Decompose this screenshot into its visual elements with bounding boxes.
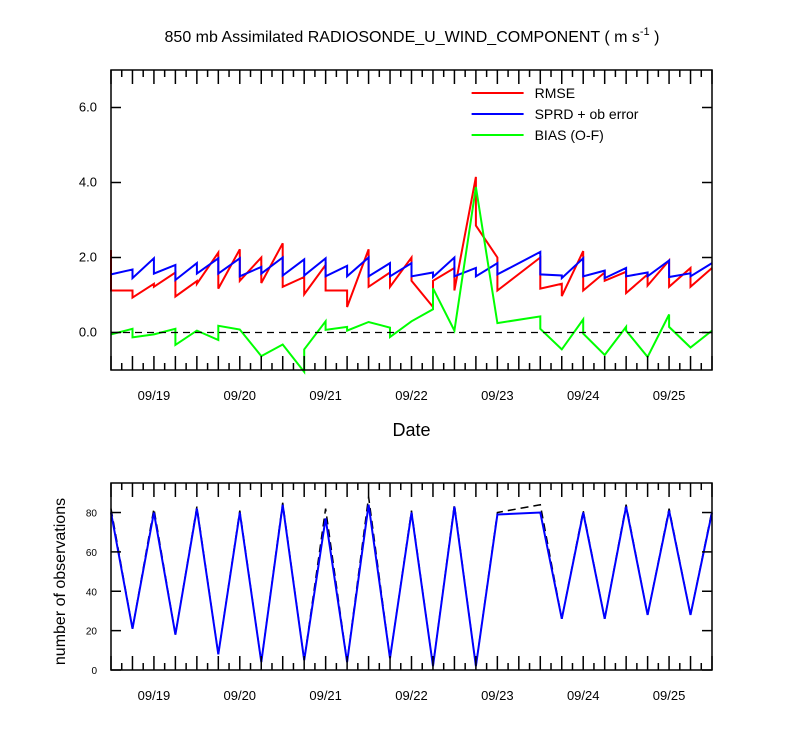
y-ticks-1: 0 20 40 60 80 [86, 509, 712, 677]
chart-title-main: 850 mb Assimilated RADIOSONDE_U_WIND_COM… [165, 29, 640, 46]
x-tick-label-0-6: 09/25 [653, 388, 686, 403]
y-tick-label-1-1: 20 [86, 627, 98, 638]
y-tick-label-1-2: 40 [86, 587, 98, 598]
series-line-0-1 [110, 250, 713, 283]
legend: RMSE SPRD + ob error BIAS (O-F) [471, 85, 639, 143]
series-line-0-0 [110, 176, 713, 310]
y-axis-label-1: number of observations [52, 498, 69, 665]
x-tick-label-0-1: 09/20 [224, 388, 257, 403]
x-tick-label-0-5: 09/24 [567, 388, 600, 403]
x-tick-label-1-4: 09/23 [481, 688, 514, 703]
series-line-1-1 [110, 504, 713, 667]
top-plot: 0.0 2.0 4.0 6.0 09/19 09/20 09/21 09/22 09/23 09/… [79, 69, 713, 440]
x-tick-label-0-4: 09/23 [481, 388, 514, 403]
x-tick-label-1-1: 09/20 [224, 688, 257, 703]
x-tick-label-0-2: 09/21 [309, 388, 342, 403]
chart-title-superscript: -1 [640, 26, 650, 38]
x-tick-label-0-3: 09/22 [395, 388, 428, 403]
y-tick-label-1-4: 80 [86, 509, 98, 520]
x-axis-label-0: Date [392, 420, 430, 440]
y-tick-label-0-3: 6.0 [79, 100, 97, 115]
y-tick-label-0-2: 4.0 [79, 175, 97, 190]
series-line-1-0 [110, 496, 713, 667]
x-tick-label-0-0: 09/19 [138, 388, 171, 403]
y-tick-label-0-0: 0.0 [79, 325, 97, 340]
x-ticks-0 [110, 70, 713, 370]
x-tick-label-1-2: 09/21 [309, 688, 342, 703]
y-ticks-0: 0.0 2.0 4.0 6.0 [79, 100, 712, 340]
legend-label-0: RMSE [535, 85, 575, 101]
legend-label-2: BIAS (O-F) [535, 127, 604, 143]
legend-label-1: SPRD + ob error [535, 106, 639, 122]
chart-title: 850 mb Assimilated RADIOSONDE_U_WIND_COM… [165, 26, 660, 46]
y-tick-label-1-0: 0 [91, 666, 97, 677]
bottom-plot: 0 20 40 60 80 09/19 09/20 09/21 09/22 09/23 09/24 0… [52, 482, 713, 703]
x-tick-label-1-6: 09/25 [653, 688, 686, 703]
chart-title-end: ) [650, 29, 660, 46]
y-tick-label-0-1: 2.0 [79, 250, 97, 265]
x-tick-label-1-3: 09/22 [395, 688, 428, 703]
y-tick-label-1-3: 60 [86, 548, 98, 559]
x-ticks-1 [110, 483, 713, 670]
x-tick-label-1-0: 09/19 [138, 688, 171, 703]
x-tick-label-1-5: 09/24 [567, 688, 600, 703]
